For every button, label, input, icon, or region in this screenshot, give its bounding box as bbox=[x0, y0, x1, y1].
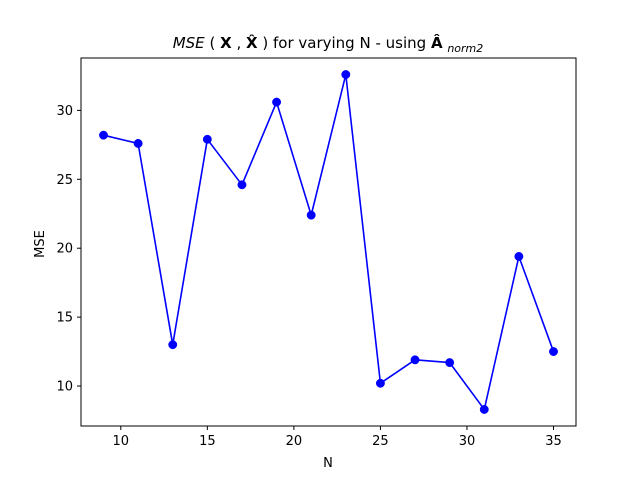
y-tick-label-1: 15 bbox=[56, 311, 73, 326]
series-0-point-11 bbox=[479, 405, 489, 414]
series-0-point-6 bbox=[306, 210, 316, 220]
y-tick-label-3: 25 bbox=[56, 173, 73, 188]
series-0-point-7 bbox=[341, 70, 351, 79]
x-tick-label-1: 15 bbox=[199, 434, 216, 449]
x-tick-label-2: 20 bbox=[286, 434, 303, 449]
y-tick-label-0: 10 bbox=[56, 380, 73, 395]
y-tick-label-2: 20 bbox=[56, 242, 73, 257]
y-axis-label-group: MSE bbox=[33, 230, 48, 258]
x-tick-label-0: 10 bbox=[113, 434, 130, 449]
series-0-point-1 bbox=[133, 139, 143, 148]
y-axis-label: MSE bbox=[33, 230, 48, 258]
series-0-point-12 bbox=[514, 252, 524, 261]
x-tick-label-4: 30 bbox=[459, 434, 476, 449]
title-open-paren: ( bbox=[209, 34, 215, 52]
series-0-point-4 bbox=[237, 180, 247, 190]
title-x: X bbox=[220, 34, 232, 52]
series-0-point-9 bbox=[410, 355, 420, 365]
series-0-point-2 bbox=[168, 340, 178, 350]
y-tick-label-4: 30 bbox=[56, 104, 73, 119]
series-0-line bbox=[103, 73, 555, 411]
series-0-point-10 bbox=[445, 358, 455, 368]
series-0-point-0 bbox=[99, 130, 108, 140]
title-subscript: norm2 bbox=[447, 42, 483, 55]
series-0-point-3 bbox=[202, 134, 212, 144]
title-comma: , bbox=[236, 34, 246, 52]
title-middle: for varying N - using bbox=[273, 34, 431, 52]
x-tick-label-5: 35 bbox=[545, 434, 562, 449]
series-0-point-5 bbox=[272, 97, 282, 107]
title-xhat: X̂ bbox=[246, 33, 258, 52]
title-ahat: Â bbox=[431, 33, 443, 52]
x-tick-label-3: 25 bbox=[372, 434, 389, 449]
title-close-paren: ) bbox=[262, 34, 268, 52]
plot-layer: 10 15 20 25 30 35 10 15 20 25 30 bbox=[56, 57, 577, 449]
x-axis-label: N bbox=[323, 456, 333, 471]
series-0-point-13 bbox=[549, 347, 558, 357]
series-0-point-8 bbox=[375, 378, 385, 388]
title-mse: MSE bbox=[173, 34, 205, 52]
chart-title: MSE ( X , X̂ ) for varying N - using Â n… bbox=[173, 33, 484, 55]
plot-frame bbox=[80, 57, 577, 427]
